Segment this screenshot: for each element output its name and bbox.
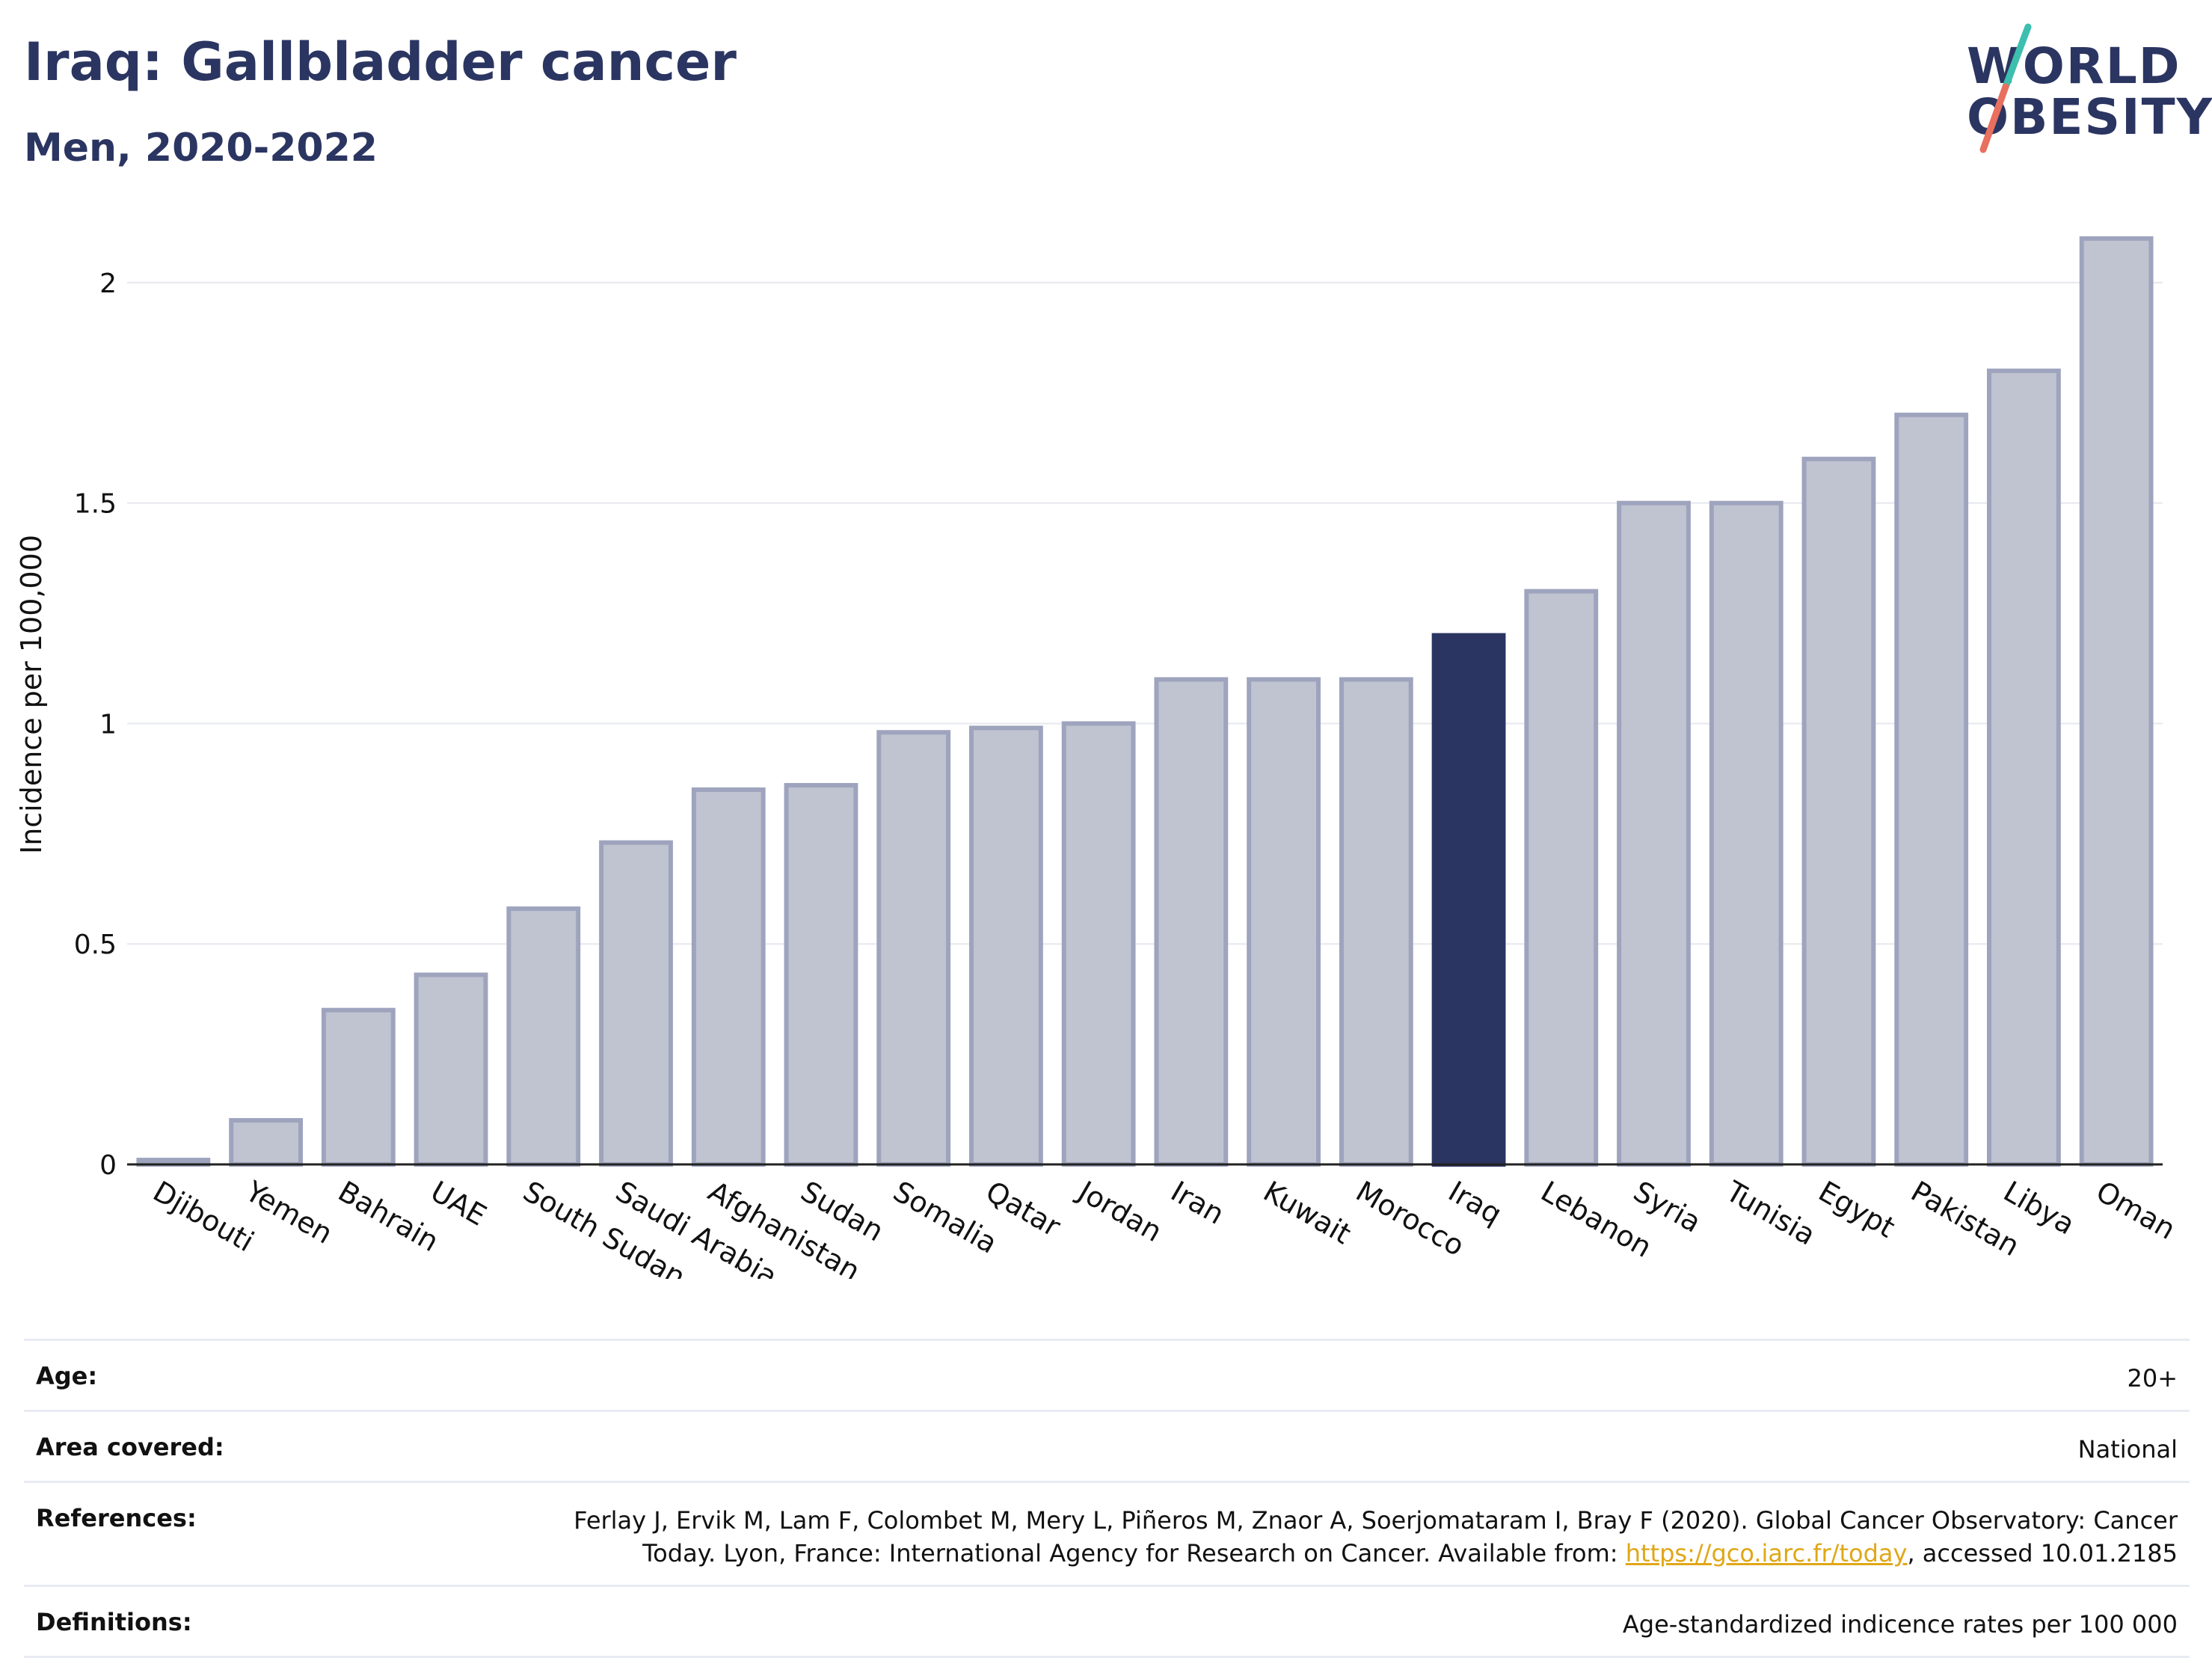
bar-highlight bbox=[1431, 633, 1506, 1167]
definitions-value: Age-standardized indicence rates per 100… bbox=[1622, 1610, 2178, 1639]
bar bbox=[229, 1118, 303, 1167]
x-tick-label: Djibouti bbox=[147, 1175, 259, 1259]
references-link[interactable]: https://gco.iarc.fr/today bbox=[1625, 1539, 1908, 1568]
bar bbox=[1894, 412, 1969, 1167]
info-row-area: Area covered: National bbox=[24, 1410, 2190, 1481]
bar bbox=[1247, 677, 1321, 1167]
bar bbox=[1801, 456, 1876, 1167]
bar bbox=[691, 787, 766, 1167]
info-table: Age: 20+ Area covered: National Referenc… bbox=[24, 1339, 2190, 1658]
bar bbox=[2079, 236, 2154, 1167]
area-label: Area covered: bbox=[36, 1433, 224, 1461]
bar bbox=[414, 972, 488, 1167]
area-value: National bbox=[2077, 1435, 2178, 1464]
chart-title: Iraq: Gallbladder cancer bbox=[24, 31, 737, 93]
references-accessed: , accessed 10.01.2185 bbox=[1907, 1539, 2178, 1568]
bar bbox=[1061, 721, 1136, 1167]
logo-text-world: WORLD bbox=[1967, 37, 2181, 95]
bar bbox=[876, 730, 951, 1167]
bar bbox=[1617, 500, 1691, 1167]
age-label: Age: bbox=[36, 1362, 98, 1390]
bar bbox=[599, 840, 673, 1167]
bar bbox=[1709, 500, 1784, 1167]
x-tick-label: Somalia bbox=[888, 1175, 1003, 1260]
info-row-definitions: Definitions: Age-standardized indicence … bbox=[24, 1585, 2190, 1658]
logo-slash-icon bbox=[1979, 23, 2032, 153]
y-tick-label: 2 bbox=[99, 268, 117, 299]
x-tick-label: Iraq bbox=[1443, 1175, 1508, 1231]
age-value: 20+ bbox=[2127, 1364, 2178, 1393]
bar bbox=[784, 782, 858, 1167]
x-tick-label: Egypt bbox=[1813, 1175, 1900, 1244]
world-obesity-logo[interactable]: WORLD OBESITY bbox=[1944, 22, 2212, 157]
bar bbox=[1987, 368, 2061, 1167]
definitions-label: Definitions: bbox=[36, 1608, 192, 1636]
y-tick-label: 0.5 bbox=[74, 930, 117, 960]
x-tick-label: Yemen bbox=[239, 1174, 338, 1250]
bar bbox=[1339, 677, 1413, 1167]
x-tick-label: Kuwait bbox=[1258, 1175, 1357, 1251]
x-tick-label: Tunisia bbox=[1720, 1174, 1821, 1252]
bar bbox=[1154, 677, 1229, 1167]
logo-text-obesity: OBESITY bbox=[1967, 88, 2212, 146]
chart-subtitle: Men, 2020-2022 bbox=[24, 126, 378, 171]
x-tick-label: Jordan bbox=[1072, 1174, 1167, 1249]
y-tick-label: 1.5 bbox=[74, 489, 117, 520]
info-row-age: Age: 20+ bbox=[24, 1339, 2190, 1410]
bar bbox=[969, 725, 1043, 1167]
y-tick-label: 1 bbox=[99, 709, 117, 740]
y-tick-label: 0 bbox=[99, 1150, 117, 1181]
bar bbox=[1524, 589, 1599, 1167]
references-value: Ferlay J, Ervik M, Lam F, Colombet M, Me… bbox=[532, 1504, 2178, 1570]
bar bbox=[506, 906, 581, 1167]
x-tick-label: Iran bbox=[1165, 1175, 1229, 1231]
x-tick-label: Oman bbox=[2091, 1175, 2181, 1246]
x-tick-label: Bahrain bbox=[333, 1175, 444, 1259]
references-label: References: bbox=[36, 1504, 197, 1532]
bar bbox=[321, 1007, 396, 1167]
info-row-references: References: Ferlay J, Ervik M, Lam F, Co… bbox=[24, 1481, 2190, 1585]
references-text: Ferlay J, Ervik M, Lam F, Colombet M, Me… bbox=[574, 1506, 2178, 1568]
